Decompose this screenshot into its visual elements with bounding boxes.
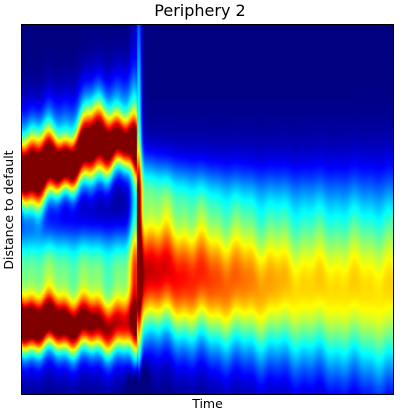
- chart-title: Periphery 2: [154, 1, 246, 20]
- x-axis-label: Time: [192, 396, 223, 411]
- y-axis-label: Distance to default: [1, 150, 16, 270]
- heatmap-image: [22, 25, 393, 394]
- heatmap-plot-area: [22, 25, 393, 394]
